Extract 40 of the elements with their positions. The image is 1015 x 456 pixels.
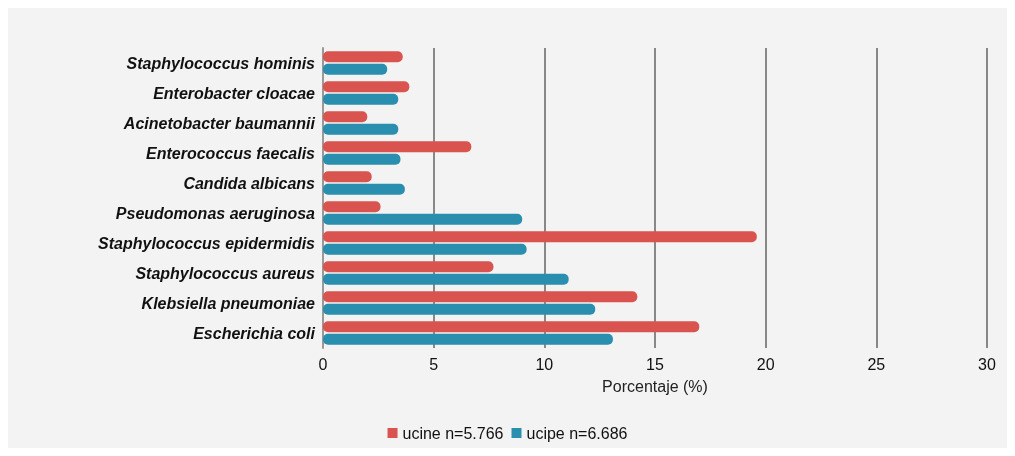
y-tick-label: Staphylococcus hominis xyxy=(126,54,316,72)
bar xyxy=(323,111,368,123)
bar xyxy=(323,273,569,285)
x-tick-label: 30 xyxy=(978,355,996,373)
y-tick-label: Acinetobacter baumannii xyxy=(122,114,316,132)
y-tick-label: Staphylococcus aureus xyxy=(135,264,316,282)
y-tick-label: Staphylococcus epidermidis xyxy=(98,234,316,252)
bar xyxy=(323,51,403,63)
bar xyxy=(323,333,613,345)
x-tick-label: 25 xyxy=(867,355,886,373)
x-tick-label: 15 xyxy=(646,355,664,373)
x-tick-label: 0 xyxy=(318,355,328,373)
bar xyxy=(323,213,523,225)
legend-label: ucipe n=6.686 xyxy=(526,424,628,442)
bar xyxy=(323,63,388,75)
bar xyxy=(323,303,596,315)
legend-label: ucine n=5.766 xyxy=(402,424,504,442)
x-tick-label: 5 xyxy=(429,355,439,373)
y-tick-label: Klebsiella pneumoniae xyxy=(141,294,316,312)
bar xyxy=(323,261,494,273)
bar xyxy=(323,231,757,243)
bar xyxy=(323,153,401,165)
bar xyxy=(323,183,405,195)
bar xyxy=(323,171,372,183)
y-tick-label: Candida albicans xyxy=(183,174,316,192)
y-tick-label: Enterococcus faecalis xyxy=(146,144,316,162)
x-tick-label: 10 xyxy=(535,355,554,373)
bar xyxy=(323,93,399,105)
x-tick-label: 20 xyxy=(756,355,775,373)
bar xyxy=(323,291,638,303)
bar xyxy=(323,141,472,153)
bar xyxy=(323,81,410,93)
x-axis-title: Porcentaje (%) xyxy=(602,377,708,395)
bar xyxy=(323,243,527,255)
bar xyxy=(323,123,399,135)
bar xyxy=(323,321,700,333)
bar xyxy=(323,201,381,213)
y-tick-label: Escherichia coli xyxy=(193,324,316,342)
y-tick-label: Enterobacter cloacae xyxy=(153,84,316,102)
y-tick-label: Pseudomonas aeruginosa xyxy=(115,204,316,222)
